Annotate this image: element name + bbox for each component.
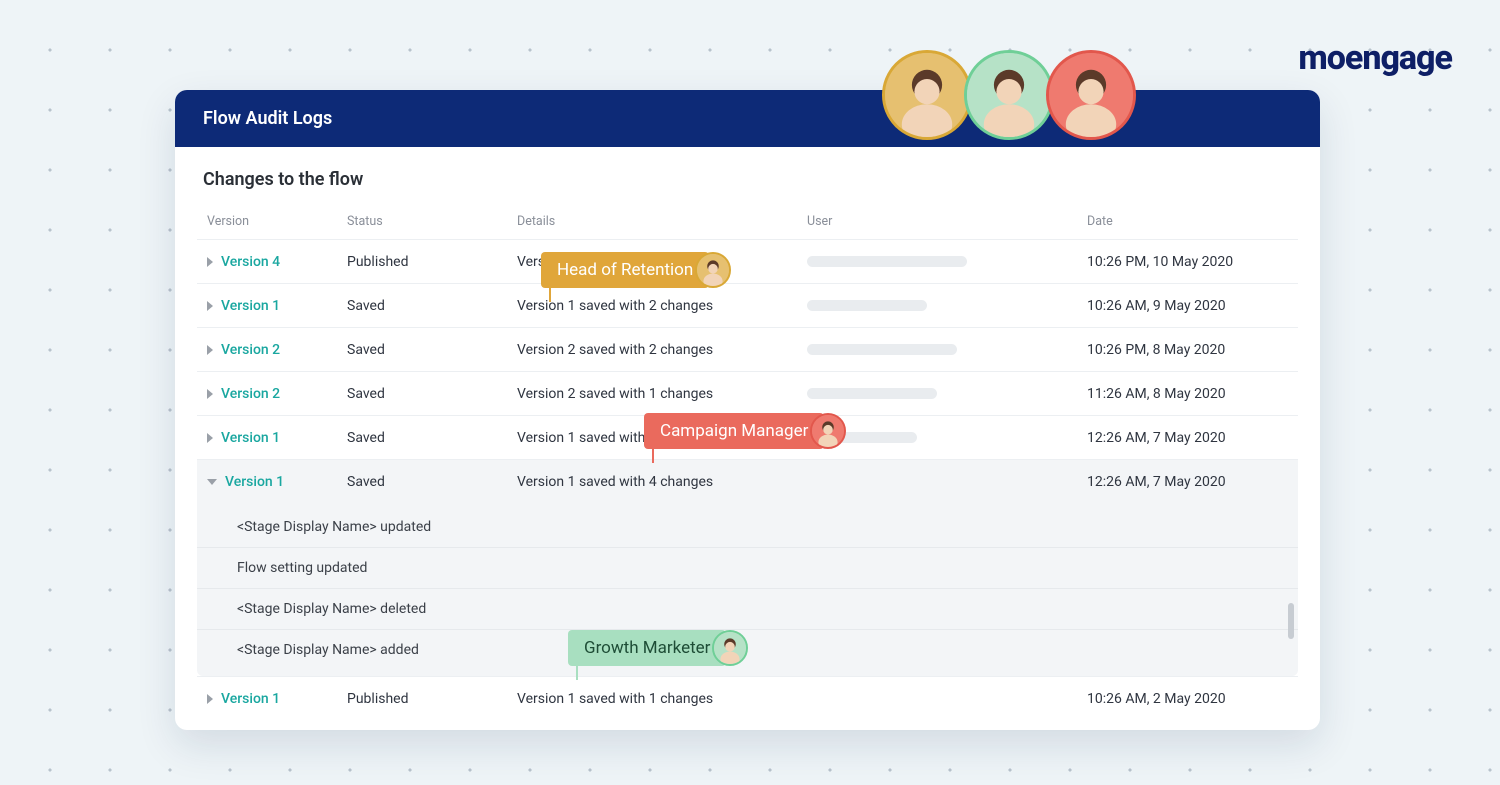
version-link[interactable]: Version 2: [221, 342, 280, 358]
details-cell: Version 2 saved with 2 changes: [517, 342, 807, 358]
version-link[interactable]: Version 1: [221, 691, 280, 707]
section-title: Changes to the flow: [175, 147, 1320, 204]
skeleton-text: [807, 344, 957, 355]
chevron-down-icon[interactable]: [207, 479, 217, 485]
role-avatar: [810, 413, 846, 449]
status-cell: Saved: [347, 474, 517, 490]
user-cell: [807, 300, 1087, 311]
version-cell[interactable]: Version 1: [207, 430, 347, 446]
tag-stem: [576, 666, 578, 680]
col-version: Version: [207, 214, 347, 229]
version-link[interactable]: Version 4: [221, 254, 280, 270]
date-cell: 10:26 PM, 10 May 2020: [1087, 254, 1280, 270]
role-label: Head of Retention: [541, 252, 709, 288]
status-cell: Saved: [347, 298, 517, 314]
date-cell: 10:26 AM, 9 May 2020: [1087, 298, 1280, 314]
role-tag: Head of Retention: [541, 252, 731, 288]
table-row[interactable]: Version 2 SavedVersion 2 saved with 2 cha…: [197, 327, 1298, 371]
skeleton-text: [807, 300, 927, 311]
version-link[interactable]: Version 1: [221, 430, 280, 446]
chevron-right-icon[interactable]: [207, 433, 213, 443]
card-header: Flow Audit Logs: [175, 90, 1320, 147]
tag-stem: [652, 449, 654, 463]
version-cell[interactable]: Version 1: [207, 691, 347, 707]
version-cell[interactable]: Version 2: [207, 386, 347, 402]
avatar-stack: [890, 50, 1136, 140]
chevron-right-icon[interactable]: [207, 301, 213, 311]
chevron-right-icon[interactable]: [207, 389, 213, 399]
status-cell: Saved: [347, 430, 517, 446]
change-item: Flow setting updated: [197, 547, 1298, 588]
role-tag: Growth Marketer: [568, 630, 748, 666]
table-row[interactable]: Version 1 SavedVersion 1 saved with 2 cha…: [197, 283, 1298, 327]
table-row[interactable]: Version 1 PublishedVersion 1 saved with 1…: [197, 676, 1298, 720]
details-cell: Version 1 saved with 4 changes: [517, 474, 807, 490]
change-item: <Stage Display Name> updated: [197, 507, 1298, 547]
details-cell: Version 1 saved with 2 changes: [517, 298, 807, 314]
user-cell: [807, 256, 1087, 267]
skeleton-text: [807, 388, 937, 399]
col-date: Date: [1087, 214, 1280, 229]
chevron-right-icon[interactable]: [207, 257, 213, 267]
table-header-row: Version Status Details User Date: [197, 204, 1298, 239]
role-label: Growth Marketer: [568, 630, 726, 666]
change-item: <Stage Display Name> deleted: [197, 588, 1298, 629]
table-row[interactable]: Version 1 SavedVersion 1 saved with 4 cha…: [197, 459, 1298, 503]
version-cell[interactable]: Version 1: [207, 298, 347, 314]
date-cell: 12:26 AM, 7 May 2020: [1087, 474, 1280, 490]
status-cell: Saved: [347, 342, 517, 358]
version-cell[interactable]: Version 1: [207, 474, 347, 490]
date-cell: 11:26 AM, 8 May 2020: [1087, 386, 1280, 402]
skeleton-text: [807, 256, 967, 267]
status-cell: Published: [347, 254, 517, 270]
version-link[interactable]: Version 2: [221, 386, 280, 402]
user-cell: [807, 432, 1087, 443]
col-user: User: [807, 214, 1087, 229]
role-avatar: [695, 252, 731, 288]
avatar: [1046, 50, 1136, 140]
details-cell: Version 1 saved with 1 changes: [517, 691, 807, 707]
user-cell: [807, 388, 1087, 399]
col-status: Status: [347, 214, 517, 229]
details-cell: Version 2 saved with 1 changes: [517, 386, 807, 402]
date-cell: 12:26 AM, 7 May 2020: [1087, 430, 1280, 446]
role-tag: Campaign Manager: [644, 413, 846, 449]
date-cell: 10:26 PM, 8 May 2020: [1087, 342, 1280, 358]
role-avatar: [712, 630, 748, 666]
chevron-right-icon[interactable]: [207, 345, 213, 355]
chevron-right-icon[interactable]: [207, 694, 213, 704]
version-link[interactable]: Version 1: [221, 298, 280, 314]
scrollbar-thumb[interactable]: [1288, 603, 1294, 639]
date-cell: 10:26 AM, 2 May 2020: [1087, 691, 1280, 707]
tag-stem: [549, 288, 551, 302]
avatar: [964, 50, 1054, 140]
brand-logo: moengage: [1298, 38, 1452, 78]
version-cell[interactable]: Version 4: [207, 254, 347, 270]
user-cell: [807, 344, 1087, 355]
role-label: Campaign Manager: [644, 413, 824, 449]
version-link[interactable]: Version 1: [225, 474, 284, 490]
col-details: Details: [517, 214, 807, 229]
version-cell[interactable]: Version 2: [207, 342, 347, 358]
status-cell: Published: [347, 691, 517, 707]
status-cell: Saved: [347, 386, 517, 402]
avatar: [882, 50, 972, 140]
table-row[interactable]: Version 4PublishedVersio10:26 PM, 10 May…: [197, 239, 1298, 283]
table-row[interactable]: Version 2 SavedVersion 2 saved with 1 cha…: [197, 371, 1298, 415]
